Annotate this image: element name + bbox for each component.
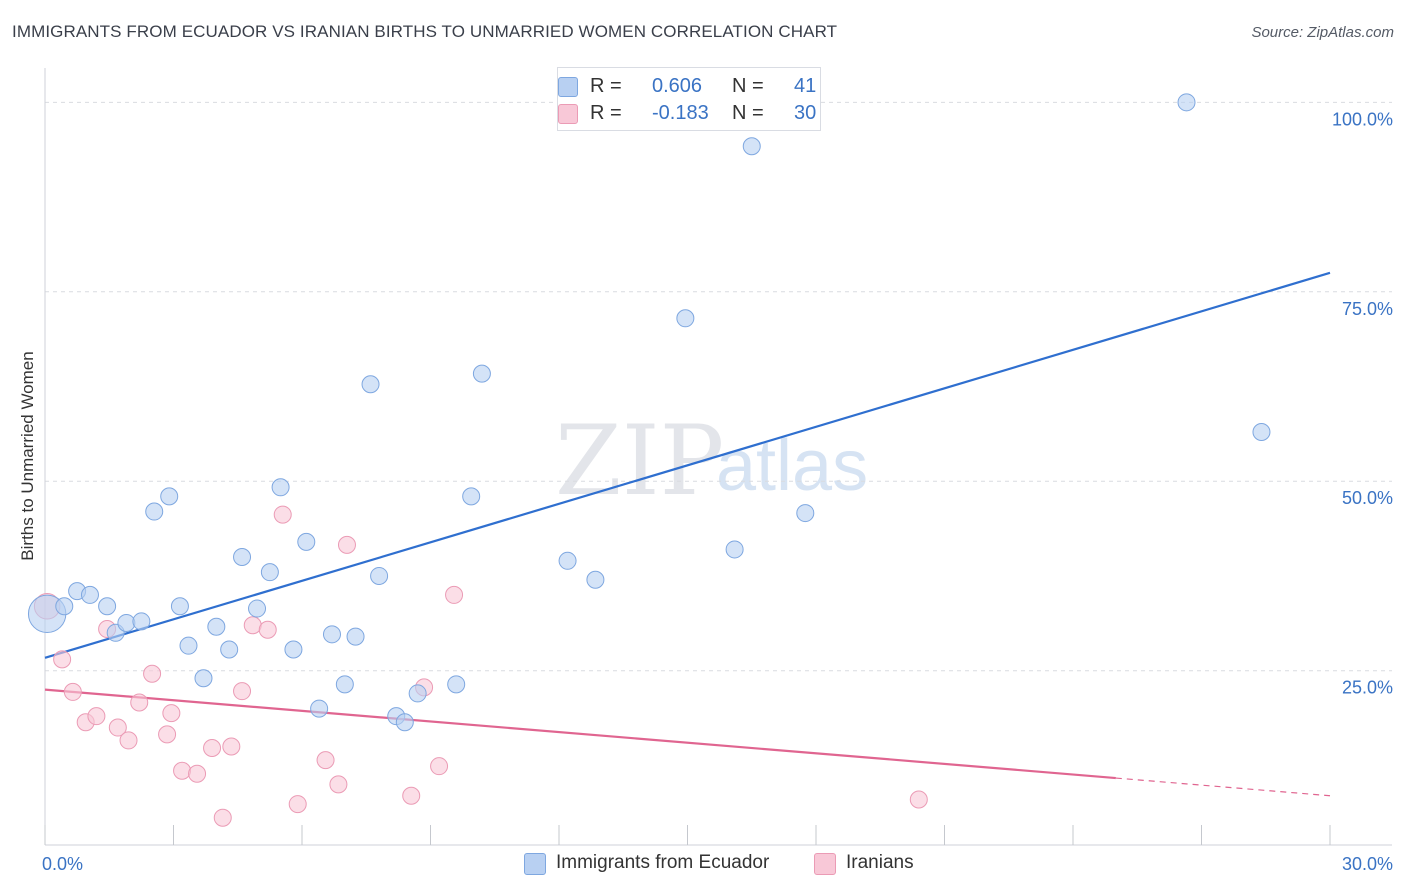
- iranian-point: [143, 664, 162, 683]
- iranian-point: [162, 704, 181, 723]
- chart-title: IMMIGRANTS FROM ECUADOR VS IRANIAN BIRTH…: [12, 22, 838, 41]
- iranian-point: [233, 682, 252, 701]
- y-tick-label: 50.0%: [1342, 488, 1393, 508]
- watermark-atlas: atlas: [716, 426, 868, 506]
- ecuador-point: [586, 570, 605, 589]
- ecuador-point: [370, 566, 389, 585]
- x-tick-label: 30.0%: [1342, 854, 1393, 874]
- x-tick-label: 0.0%: [42, 854, 83, 874]
- ecuador-point: [361, 375, 380, 394]
- r-value: 0.606: [652, 75, 703, 97]
- r-label: R =: [590, 102, 622, 124]
- iranian-point: [188, 764, 207, 783]
- iranian-point: [53, 650, 72, 669]
- stats-legend: R = 0.606 N = 41 R = -0.183 N = 30: [557, 67, 821, 131]
- iranian-point: [430, 757, 449, 776]
- ecuador-point: [395, 713, 414, 732]
- iranian-point: [108, 718, 127, 737]
- trendlines: [44, 271, 1331, 797]
- legend-label-iranians: Iranians: [846, 852, 914, 873]
- iranian-point: [288, 795, 307, 814]
- data-points: [27, 93, 1271, 827]
- iranian-point: [173, 761, 192, 780]
- tick-labels: 25.0% 50.0% 75.0% 100.0% 0.0% 30.0%: [42, 109, 1393, 874]
- iranians-trendline: [44, 688, 1116, 780]
- ecuador-point: [170, 597, 189, 616]
- iranian-point: [87, 707, 106, 726]
- y-tick-label: 25.0%: [1342, 678, 1393, 698]
- iranian-point: [222, 737, 241, 756]
- axes: [44, 68, 1392, 846]
- ecuador-trendline: [44, 271, 1331, 659]
- r-value: -0.183: [652, 102, 709, 124]
- ecuador-point: [322, 625, 341, 644]
- ecuador-point: [284, 640, 303, 659]
- iranian-point: [445, 585, 464, 604]
- n-label: N =: [732, 75, 764, 97]
- ecuador-point: [1177, 93, 1196, 112]
- ecuador-point: [297, 532, 316, 551]
- iranian-point: [158, 725, 177, 744]
- legend-item-iranians[interactable]: Iranians: [814, 852, 914, 876]
- y-tick-label: 75.0%: [1342, 299, 1393, 319]
- ecuador-point: [472, 364, 491, 383]
- iranian-point: [258, 620, 277, 639]
- ecuador-point: [462, 487, 481, 506]
- ecuador-point: [346, 627, 365, 646]
- ecuador-point: [558, 551, 577, 570]
- ecuador-legend-swatch: [524, 853, 546, 875]
- ecuador-point: [1252, 422, 1271, 441]
- source-label: Source: ZipAtlas.com: [1251, 24, 1394, 41]
- ecuador-point: [179, 636, 198, 655]
- ecuador-point: [725, 540, 744, 559]
- ecuador-point: [233, 548, 252, 567]
- iranians-legend-swatch: [814, 853, 836, 875]
- ecuador-point: [160, 487, 179, 506]
- iranian-point: [213, 808, 232, 827]
- n-value: 30: [794, 102, 817, 124]
- iranian-point: [316, 751, 335, 770]
- ecuador-point: [98, 597, 117, 616]
- ecuador-point: [271, 478, 290, 497]
- iranian-point: [203, 738, 222, 757]
- iranian-point: [273, 505, 292, 524]
- ecuador-point: [335, 675, 354, 694]
- iranian-point: [909, 790, 928, 809]
- ecuador-point: [447, 675, 466, 694]
- ecuador-point: [145, 502, 164, 521]
- ecuador-point: [80, 585, 99, 604]
- iranian-point: [243, 616, 262, 635]
- y-tick-label: 100.0%: [1332, 109, 1393, 129]
- n-value: 41: [794, 75, 817, 97]
- iranian-point: [119, 731, 138, 750]
- iranian-point: [63, 682, 82, 701]
- ecuador-point: [310, 699, 329, 718]
- r-label: R =: [590, 75, 622, 97]
- legend-label-ecuador: Immigrants from Ecuador: [556, 852, 770, 873]
- iranian-point: [402, 786, 421, 805]
- ecuador-point: [194, 669, 213, 688]
- watermark-zip: ZIP: [555, 405, 724, 517]
- ecuador-point: [55, 597, 74, 616]
- ecuador-point: [742, 137, 761, 156]
- iranians-swatch: [558, 104, 578, 124]
- iranian-point: [329, 775, 348, 794]
- iranian-point: [130, 693, 149, 712]
- ecuador-point: [796, 504, 815, 523]
- iranians-trendline-extension: [1115, 777, 1331, 797]
- ecuador-point: [260, 563, 279, 582]
- ecuador-point: [248, 599, 267, 618]
- ecuador-swatch: [558, 77, 578, 97]
- ecuador-point: [220, 640, 239, 659]
- legend-item-ecuador[interactable]: Immigrants from Ecuador: [524, 852, 770, 876]
- ecuador-point: [676, 309, 695, 328]
- ecuador-point: [207, 617, 226, 636]
- iranian-point: [337, 535, 356, 554]
- ecuador-point: [117, 613, 136, 632]
- n-label: N =: [732, 102, 764, 124]
- gridlines: [45, 101, 1392, 672]
- ecuador-point: [408, 684, 427, 703]
- ecuador-point: [132, 612, 151, 631]
